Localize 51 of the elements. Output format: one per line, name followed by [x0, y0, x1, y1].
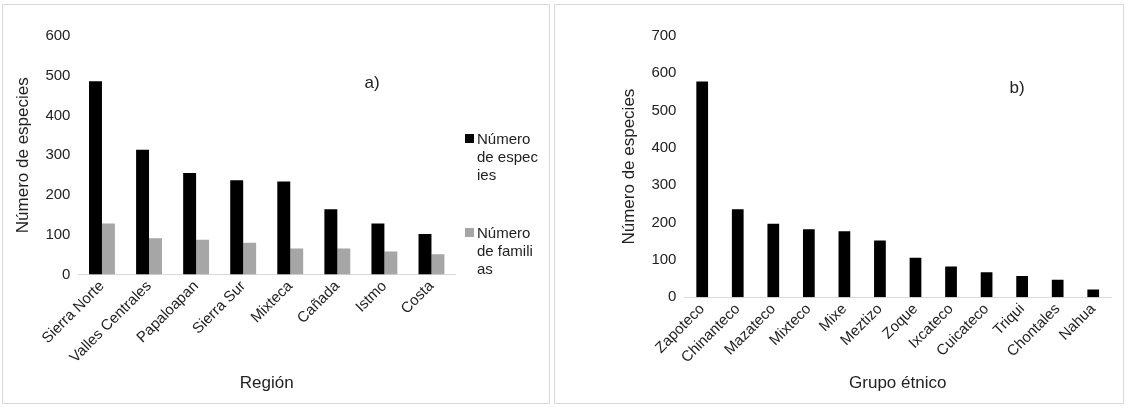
annotation: b) [1009, 78, 1025, 98]
x-axis-title: Región [239, 373, 294, 393]
y-tick-label: 0 [62, 264, 71, 282]
bar [696, 81, 709, 298]
bar [136, 149, 150, 275]
y-tick-label: 200 [45, 185, 71, 203]
bar [230, 180, 244, 275]
y-tick-label: 600 [45, 26, 71, 44]
bar [384, 251, 398, 275]
y-tick-label: 500 [45, 65, 71, 83]
bar [838, 231, 851, 298]
bar [909, 257, 922, 298]
bar [196, 239, 210, 275]
bar [731, 209, 744, 298]
y-tick-label: 300 [651, 175, 677, 193]
bar [945, 266, 957, 298]
bar [371, 223, 385, 275]
y-tick-label: 200 [651, 212, 677, 230]
y-tick-label: 600 [651, 63, 677, 81]
legend-label: Número de especies [477, 130, 539, 184]
bar [290, 248, 304, 275]
y-tick-label: 0 [668, 287, 677, 305]
annotation: a) [364, 73, 380, 93]
bar [277, 181, 291, 275]
bar [980, 272, 993, 298]
y-tick-label: 700 [651, 26, 677, 44]
bar [1087, 289, 1100, 298]
y-tick-label: 100 [45, 224, 71, 242]
bar [418, 233, 432, 275]
bar [1051, 279, 1064, 298]
bar [101, 223, 115, 275]
y-tick-label: 100 [651, 250, 677, 268]
y-tick-label: 400 [45, 105, 71, 123]
y-axis-title: Número de especies [12, 77, 32, 234]
bar [89, 81, 102, 275]
bar [149, 238, 162, 275]
bar [874, 240, 886, 298]
bar [1016, 275, 1028, 298]
bar [337, 248, 351, 275]
bar [183, 173, 197, 275]
x-axis-title: Grupo étnico [849, 373, 947, 393]
bar [767, 223, 780, 298]
y-tick-label: 400 [651, 138, 677, 156]
bar [324, 209, 338, 275]
y-tick-label: 500 [651, 100, 677, 118]
bar [431, 254, 445, 275]
legend-label: Número de familias [477, 224, 534, 278]
bar [802, 229, 815, 298]
y-axis-title: Número de especies [618, 88, 638, 245]
y-tick-label: 300 [45, 145, 71, 163]
bar [243, 242, 257, 275]
